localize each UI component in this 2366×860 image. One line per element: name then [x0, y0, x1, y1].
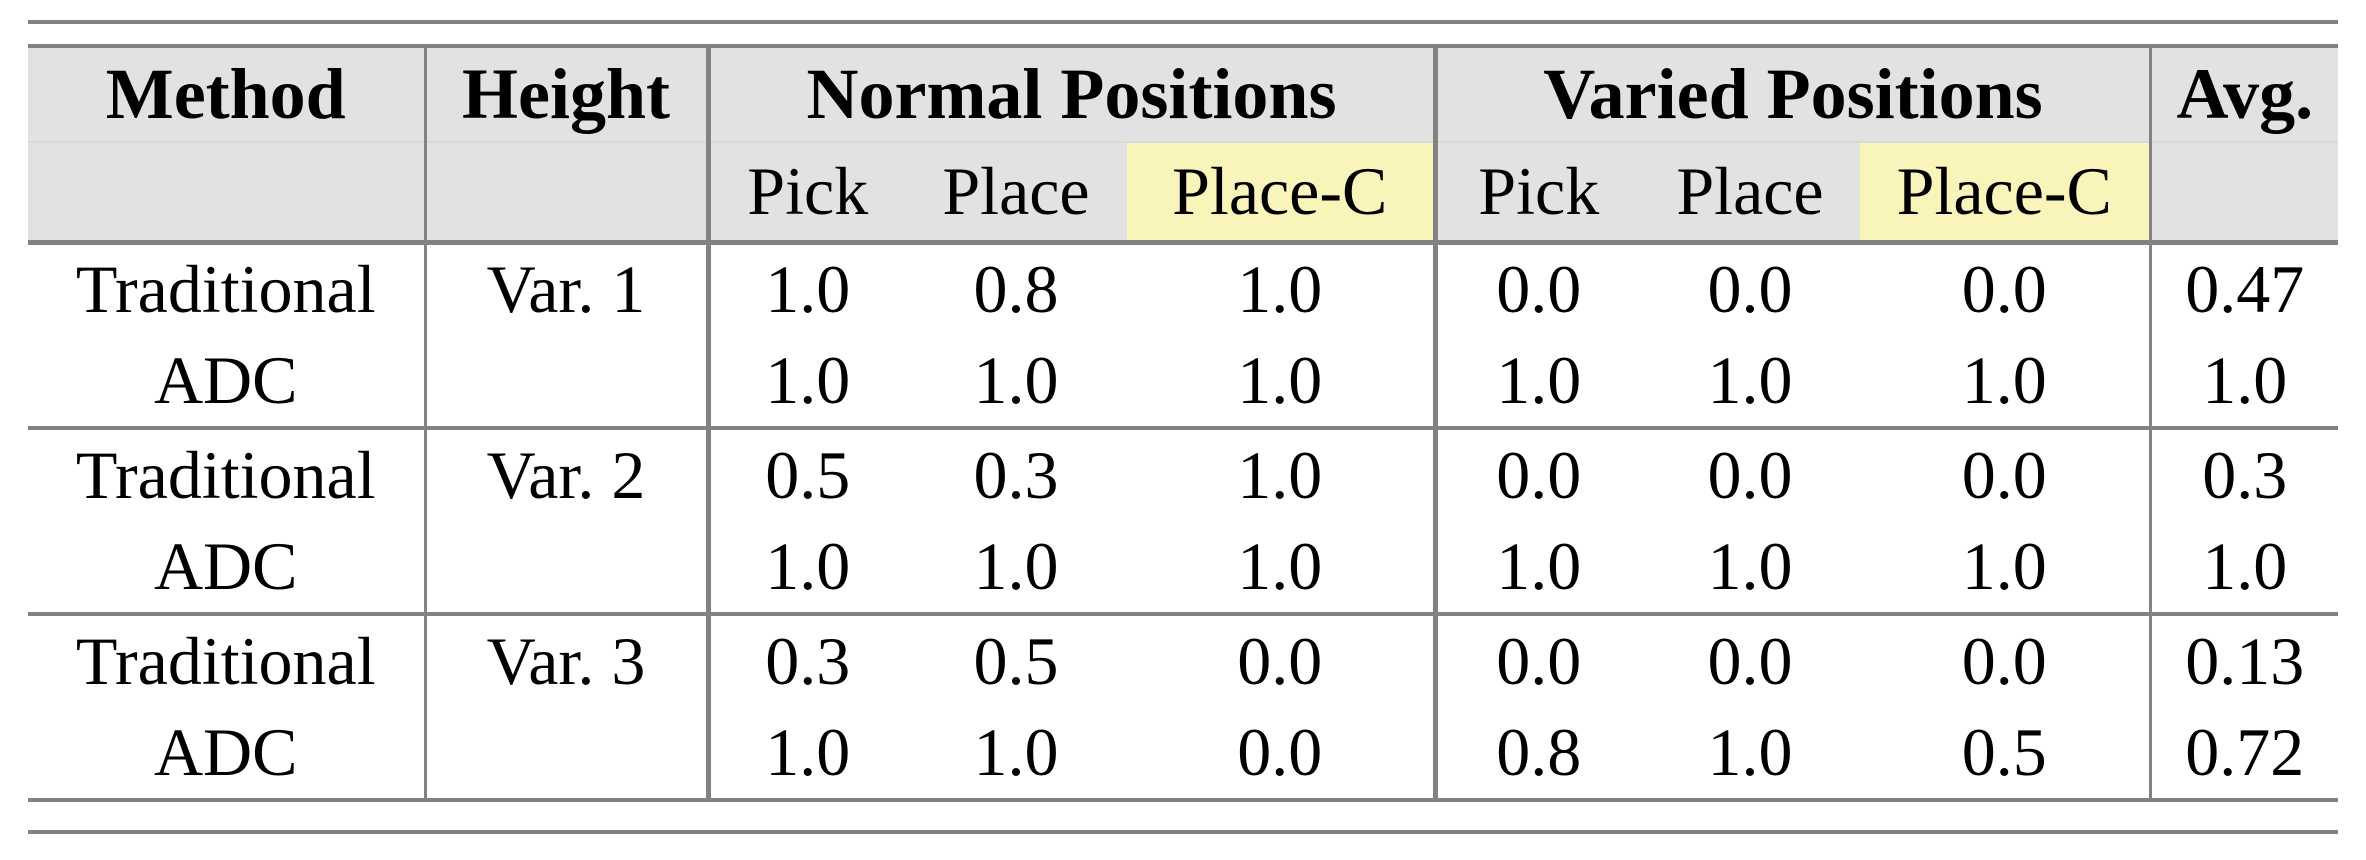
- cell-height: [425, 521, 711, 614]
- cell-varied-place-c: 0.0: [1860, 612, 2152, 707]
- cell-avg: 1.0: [2202, 528, 2288, 605]
- cell-avg: 0.3: [2150, 426, 2339, 521]
- cell-normal-place: 1.0: [905, 707, 1127, 802]
- cell-height: [425, 335, 711, 428]
- col-header-varied-place: Place: [1640, 141, 1860, 245]
- cell-normal-pick: 0.3: [708, 612, 905, 707]
- cell-avg: 0.72: [2150, 707, 2339, 802]
- col-header-height-spacer: [425, 141, 711, 245]
- cell-normal-place: 0.3: [905, 426, 1127, 521]
- cell-normal-place-c: 1.0: [1127, 521, 1438, 614]
- col-group-varied-positions: Varied Positions: [1435, 46, 2152, 142]
- col-header-avg-spacer: [2150, 141, 2339, 245]
- cell-varied-place: 0.0: [1707, 251, 1793, 328]
- cell-normal-place-c: 1.0: [1127, 426, 1438, 521]
- cell-normal-pick: 1.0: [708, 707, 905, 802]
- col-header-normal-place-c: Place-C: [1127, 141, 1438, 245]
- cell-varied-place-c: 0.0: [1860, 426, 2152, 521]
- cell-varied-pick: 0.8: [1435, 707, 1640, 802]
- cell-normal-place: 1.0: [973, 342, 1059, 419]
- cell-avg: 0.47: [2185, 251, 2305, 328]
- cell-normal-pick: 1.0: [765, 528, 851, 605]
- col-header-avg: Avg.: [2150, 46, 2339, 142]
- cell-varied-pick: 1.0: [1496, 528, 1582, 605]
- cell-varied-place: 0.0: [1640, 426, 1860, 521]
- col-header-height: Height: [425, 46, 711, 142]
- bottom-double-rule: [28, 830, 2338, 834]
- table-row-var1-traditional: Traditional Var. 1 1.0 0.8 1.0 0.0 0.0 0…: [28, 242, 2338, 335]
- cell-normal-place-c: 0.0: [1127, 612, 1438, 707]
- cell-varied-place: 0.0: [1640, 612, 1860, 707]
- cell-normal-place-c: 1.0: [1127, 335, 1438, 428]
- top-double-rule: [28, 20, 2338, 24]
- cell-avg: 1.0: [2202, 342, 2288, 419]
- cell-method: Traditional: [28, 612, 427, 707]
- col-header-varied-pick: Pick: [1435, 141, 1640, 245]
- cell-normal-pick: 0.5: [708, 426, 905, 521]
- results-table: Method Height Normal Positions Varied Po…: [28, 44, 2339, 802]
- cell-height: Var. 3: [425, 612, 711, 707]
- table-row-var3-traditional: Traditional Var. 3 0.3 0.5 0.0 0.0 0.0 0…: [28, 612, 2339, 707]
- cell-height: [425, 707, 711, 802]
- cell-varied-place: 1.0: [1640, 707, 1860, 802]
- cell-varied-place-c: 0.5: [1860, 707, 2152, 802]
- cell-method: ADC: [28, 335, 427, 428]
- table-row-var1-adc: ADC 1.0 1.0 1.0 1.0 1.0 1.0 1.0: [28, 335, 2338, 428]
- header-row-groups: Method Height Normal Positions Varied Po…: [28, 46, 2339, 142]
- table-row-var2-adc: ADC 1.0 1.0 1.0 1.0 1.0 1.0 1.0: [28, 521, 2338, 614]
- cell-varied-pick: 1.0: [1496, 342, 1582, 419]
- cell-varied-place: 1.0: [1707, 342, 1793, 419]
- cell-method: ADC: [28, 707, 427, 802]
- table-row-var2-traditional: Traditional Var. 2 0.5 0.3 1.0 0.0 0.0 0…: [28, 426, 2339, 521]
- cell-normal-pick: 1.0: [765, 342, 851, 419]
- cell-avg: 0.13: [2150, 612, 2339, 707]
- cell-varied-place-c: 1.0: [1860, 521, 2152, 614]
- cell-varied-pick: 0.0: [1496, 251, 1582, 328]
- header-row-sub: Pick Place Place-C Pick Place Place-C: [28, 141, 2339, 245]
- col-header-method-spacer: [28, 141, 427, 245]
- cell-normal-place-c: 1.0: [1127, 242, 1438, 335]
- cell-height: Var. 2: [425, 426, 711, 521]
- col-header-normal-pick: Pick: [708, 141, 905, 245]
- cell-method: Traditional: [28, 242, 427, 335]
- cell-normal-place: 0.8: [973, 251, 1059, 328]
- cell-varied-place: 1.0: [1707, 528, 1793, 605]
- cell-varied-place-c: 1.0: [1860, 335, 2152, 428]
- table-row-var3-adc: ADC 1.0 1.0 0.0 0.8 1.0 0.5 0.72: [28, 707, 2339, 802]
- cell-varied-pick: 0.0: [1435, 612, 1640, 707]
- cell-normal-place-c: 0.0: [1127, 707, 1438, 802]
- cell-normal-place: 1.0: [973, 528, 1059, 605]
- cell-varied-pick: 0.0: [1435, 426, 1640, 521]
- cell-method: Traditional: [28, 426, 427, 521]
- cell-height: Var. 1: [425, 242, 711, 335]
- cell-varied-place-c: 0.0: [1860, 242, 2152, 335]
- col-header-method: Method: [28, 46, 427, 142]
- cell-normal-place: 0.5: [905, 612, 1127, 707]
- cell-normal-pick: 1.0: [765, 251, 851, 328]
- col-header-normal-place: Place: [905, 141, 1127, 245]
- cell-method: ADC: [28, 521, 427, 614]
- col-group-normal-positions: Normal Positions: [708, 46, 1438, 142]
- col-header-varied-place-c: Place-C: [1860, 141, 2152, 245]
